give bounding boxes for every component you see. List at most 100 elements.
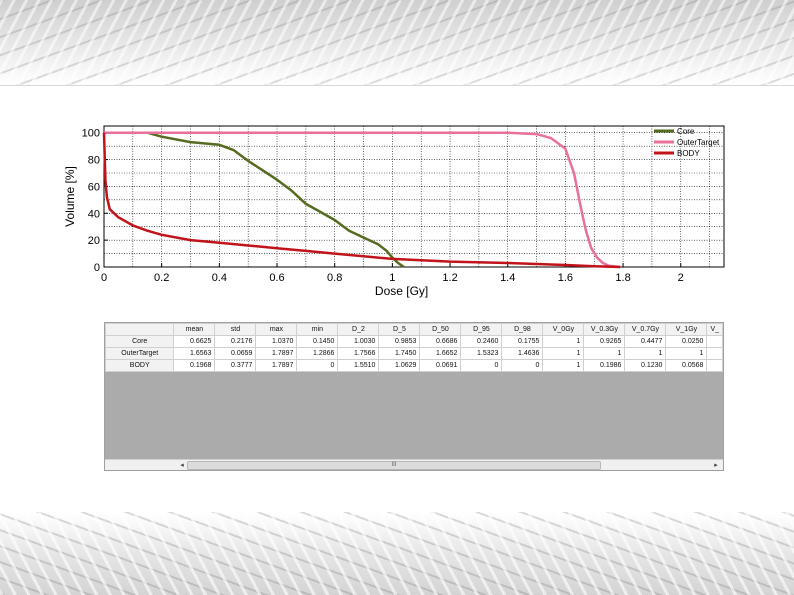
series-line-core [104, 131, 405, 269]
x-tick-label: 0.4 [212, 272, 227, 284]
dose-statistics-table-panel: mean std max min D_2 D_5 D_50 D_95 D_98 V_0Gy V_0.… [104, 322, 724, 471]
table-cell[interactable]: 1.7897 [255, 347, 298, 360]
table-cell[interactable]: 0.0691 [419, 359, 462, 372]
x-tick-label: 1.8 [615, 272, 630, 284]
table-cell[interactable]: 0.1968 [173, 359, 216, 372]
table-cell[interactable]: 0.0568 [665, 359, 708, 372]
table-row[interactable]: OuterTarget 1.6563 0.0659 1.7897 1.2866 1.756… [105, 347, 723, 360]
column-header[interactable]: V_0.3Gy [583, 323, 626, 336]
table-cell[interactable]: 1.0629 [378, 359, 421, 372]
table-cell[interactable]: 1.6563 [173, 347, 216, 360]
table-cell[interactable]: 1 [583, 347, 626, 360]
scroll-left-arrow-icon[interactable]: ◂ [180, 461, 184, 469]
x-tick-label: 0 [101, 272, 107, 284]
table-cell[interactable]: 0.2460 [460, 335, 503, 348]
column-header[interactable]: D_50 [419, 323, 462, 336]
table-cell[interactable]: 1.7450 [378, 347, 421, 360]
table-cell[interactable]: 0.9265 [583, 335, 626, 348]
x-tick-label: 0.6 [269, 272, 284, 284]
column-header[interactable]: V_0.7Gy [624, 323, 667, 336]
column-header[interactable]: D_95 [460, 323, 503, 336]
table-row[interactable]: BODY 0.1968 0.3777 1.7897 0 1.5510 1.0629 0.069… [105, 359, 723, 372]
dose-statistics-table: mean std max min D_2 D_5 D_50 D_95 D_98 V_0Gy V_0.… [105, 323, 723, 372]
table-cell[interactable]: 1 [542, 347, 585, 360]
series-line-body [102, 132, 621, 269]
table-cell[interactable]: 1 [665, 347, 708, 360]
table-cell[interactable]: 0.4477 [624, 335, 667, 348]
table-cell[interactable]: 0.1450 [296, 335, 339, 348]
table-cell[interactable]: 1.5510 [337, 359, 380, 372]
table-cell[interactable]: 1 [542, 335, 585, 348]
horizontal-scrollbar[interactable]: ◂ III ▸ [105, 459, 723, 470]
plot-area [104, 126, 724, 267]
y-tick-label: 40 [88, 208, 100, 220]
column-header[interactable]: V_1Gy [665, 323, 708, 336]
x-tick-label: 1.2 [442, 272, 457, 284]
x-axis-label: Dose [Gy] [375, 284, 428, 298]
series-line-outertarget [104, 131, 621, 269]
table-cell[interactable] [706, 347, 723, 360]
dvh-chart: 0 0.2 0.4 0.6 0.8 1 1.2 1.4 1.6 1.8 2020406080100D… [63, 125, 725, 298]
table-cell[interactable]: 0 [296, 359, 339, 372]
table-cell[interactable]: 0.0659 [214, 347, 257, 360]
x-tick-label: 2 [678, 272, 684, 284]
table-cell[interactable] [706, 335, 723, 348]
table-cell[interactable]: 0.0250 [665, 335, 708, 348]
table-cell[interactable]: 0.1986 [583, 359, 626, 372]
row-header[interactable]: BODY [105, 359, 175, 372]
table-row[interactable]: Core 0.6625 0.2176 1.0370 0.1450 1.0030 0.9853… [105, 335, 723, 348]
plot-frame [103, 125, 725, 268]
y-tick-label: 60 [88, 181, 100, 193]
scroll-right-arrow-icon[interactable]: ▸ [714, 461, 718, 469]
y-tick-label: 20 [88, 235, 100, 247]
table-cell[interactable]: 1.2866 [296, 347, 339, 360]
column-header[interactable]: D_98 [501, 323, 544, 336]
table-cell[interactable]: 1 [624, 347, 667, 360]
table-cell[interactable]: 0.6686 [419, 335, 462, 348]
table-cell[interactable]: 0 [460, 359, 503, 372]
scrollbar-thumb[interactable]: III [187, 461, 601, 470]
column-header[interactable]: D_2 [337, 323, 380, 336]
legend-label-body: BODY [677, 149, 700, 158]
table-cell[interactable]: 0.3777 [214, 359, 257, 372]
table-cell[interactable]: 1 [542, 359, 585, 372]
table-cell[interactable]: 0.6625 [173, 335, 216, 348]
column-header[interactable]: V_0Gy [542, 323, 585, 336]
y-tick-label: 100 [82, 128, 100, 140]
table-cell[interactable]: 0.1230 [624, 359, 667, 372]
column-header[interactable]: min [296, 323, 339, 336]
x-tick-label: 1.6 [558, 272, 573, 284]
table-cell[interactable]: 0.9853 [378, 335, 421, 348]
y-axis-label: Volume [%] [63, 166, 77, 227]
column-header[interactable]: std [214, 323, 257, 336]
table-cell[interactable]: 1.4636 [501, 347, 544, 360]
table-cell[interactable]: 0.2176 [214, 335, 257, 348]
column-header[interactable]: V_ [706, 323, 723, 336]
row-header[interactable]: Core [105, 335, 175, 348]
table-cell[interactable]: 0.1755 [501, 335, 544, 348]
table-cell[interactable]: 1.6652 [419, 347, 462, 360]
footer-background-texture [0, 512, 794, 595]
x-tick-label: 1.4 [500, 272, 515, 284]
table-cell[interactable]: 0 [501, 359, 544, 372]
header-background-texture [0, 0, 794, 86]
row-header[interactable]: OuterTarget [105, 347, 175, 360]
x-tick-label: 0.2 [154, 272, 169, 284]
table-cell[interactable]: 1.5323 [460, 347, 503, 360]
legend-label-outertarget: OuterTarget [677, 138, 720, 147]
column-header[interactable]: D_5 [378, 323, 421, 336]
table-body: Core 0.6625 0.2176 1.0370 0.1450 1.0030 0.9853… [105, 335, 723, 372]
table-cell[interactable]: 1.0370 [255, 335, 298, 348]
table-cell[interactable]: 1.7897 [255, 359, 298, 372]
table-header-row: mean std max min D_2 D_5 D_50 D_95 D_98 V_0Gy V_0.… [105, 323, 723, 336]
y-tick-label: 0 [94, 262, 100, 274]
table-cell[interactable]: 1.0030 [337, 335, 380, 348]
legend-label-core: Core [677, 127, 695, 136]
x-tick-label: 1 [389, 272, 395, 284]
table-cell[interactable] [706, 359, 723, 372]
y-tick-label: 80 [88, 155, 100, 167]
column-header[interactable]: mean [173, 323, 216, 336]
x-tick-label: 0.8 [327, 272, 342, 284]
table-cell[interactable]: 1.7566 [337, 347, 380, 360]
column-header[interactable]: max [255, 323, 298, 336]
